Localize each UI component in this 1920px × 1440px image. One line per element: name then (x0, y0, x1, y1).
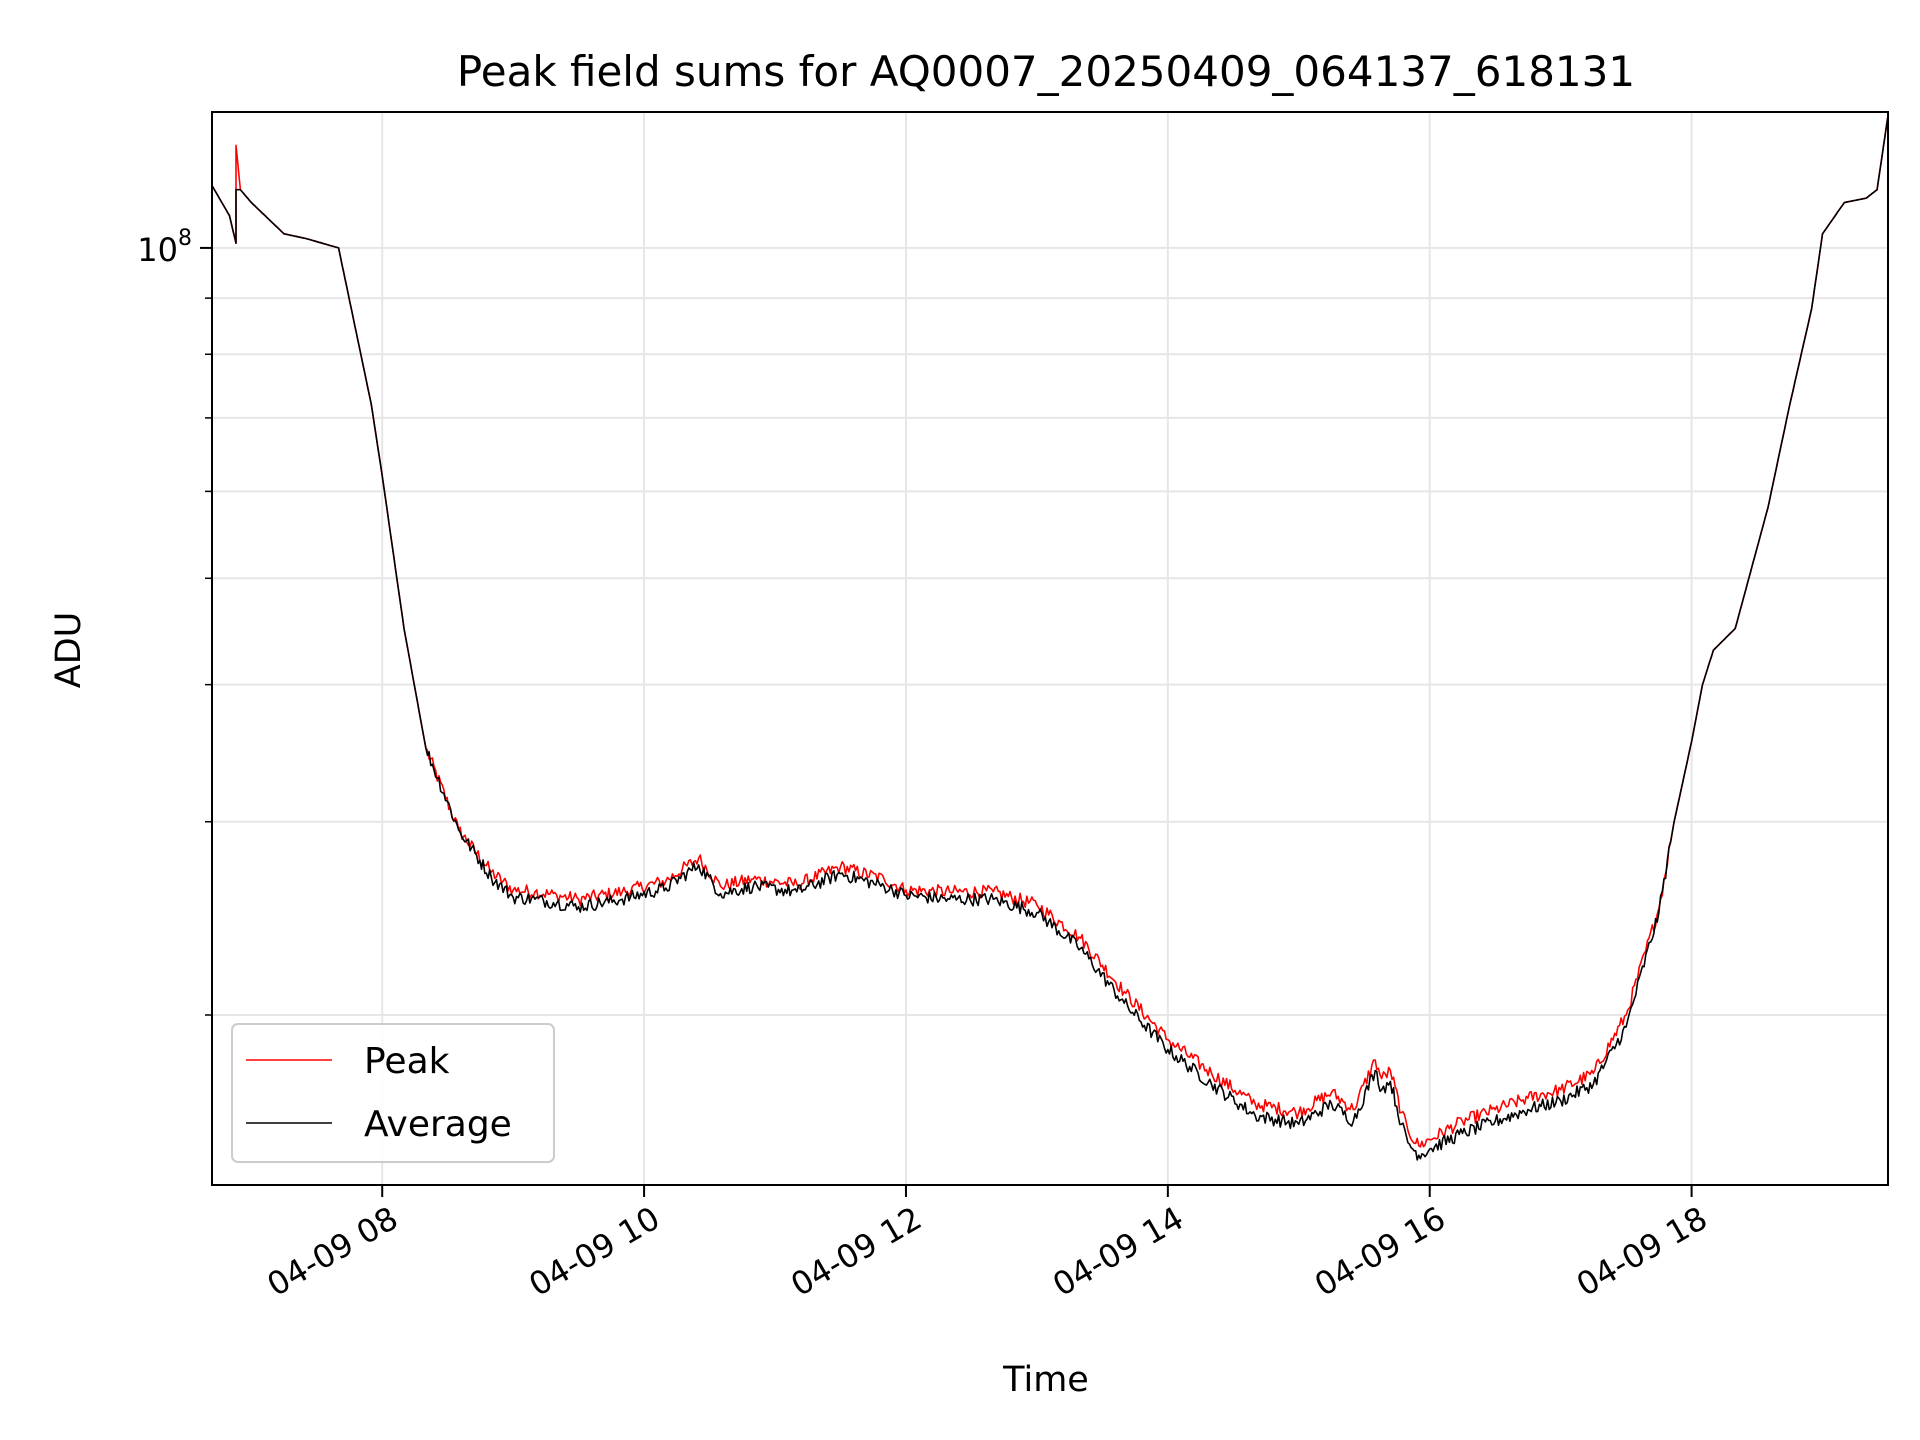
legend-box (231, 1023, 555, 1163)
series-line-average (211, 115, 1889, 1161)
y-tick-label: 108 (137, 226, 192, 269)
legend: Peak Average (231, 1023, 555, 1163)
series-layer (211, 115, 1889, 1161)
grid (212, 112, 1888, 1185)
legend-label-peak: Peak (364, 1041, 450, 1082)
chart-title: Peak field sums for AQ0007_20250409_0641… (457, 47, 1635, 96)
plot-frame (211, 111, 1889, 1186)
series-line-peak (211, 115, 1889, 1148)
x-axis-label: Time (1002, 1360, 1089, 1400)
y-axis: 108 (137, 226, 212, 1016)
y-axis-label: ADU (49, 612, 89, 689)
legend-label-average: Average (364, 1104, 512, 1145)
